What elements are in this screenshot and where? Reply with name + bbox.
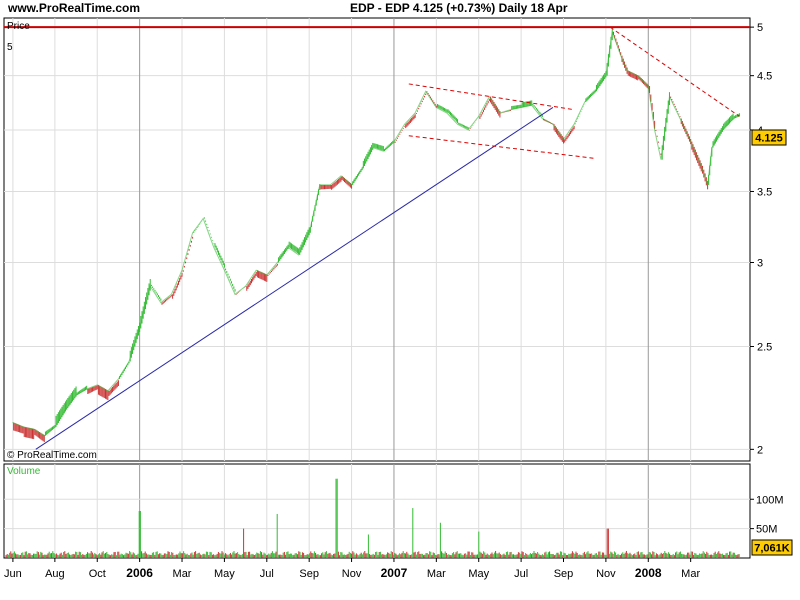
volume-last-value: 7,061K	[754, 543, 790, 555]
x-tick-label: May	[468, 568, 489, 580]
x-tick-label: Sep	[554, 568, 574, 580]
price-y-axis: 22.533.544.55	[750, 22, 772, 456]
chart-header: EDP - EDP 4.125 (+0.73%) Daily 18 Apr	[350, 1, 568, 15]
x-tick-label: Jul	[260, 568, 274, 580]
x-tick-label: Sep	[299, 568, 319, 580]
price-tick-label: 4.5	[757, 71, 772, 83]
price-last-value-badge: 4.125	[751, 129, 787, 146]
drawn-trend-lines	[4, 26, 750, 450]
x-tick-label: May	[214, 568, 235, 580]
x-tick-label: Mar	[427, 568, 446, 580]
volume-series	[5, 478, 740, 558]
price-tick-label: 3.5	[757, 186, 772, 198]
volume-y-axis: 50M 100M	[750, 494, 784, 536]
x-tick-label: 2008	[635, 566, 662, 580]
price-series	[12, 28, 740, 443]
price-tick-label: 2.5	[757, 342, 772, 354]
price-tick-label: 2	[757, 444, 763, 456]
price-panel-frame	[3, 17, 751, 462]
volume-panel-frame	[3, 463, 751, 559]
price-level-label: 5	[7, 42, 13, 53]
x-tick-label: Jun	[4, 568, 22, 580]
x-tick-label: Jul	[514, 568, 528, 580]
price-axis-label: Price	[7, 21, 30, 32]
price-line	[12, 31, 740, 437]
x-tick-label: Mar	[681, 568, 700, 580]
x-axis: Jun Aug Oct 2006 Mar May Jul Sep Nov 2007 Mar May Ju…	[4, 558, 700, 580]
volume-tick-label: 100M	[756, 494, 784, 506]
x-tick-label: Aug	[45, 568, 65, 580]
x-tick-label: Mar	[173, 568, 192, 580]
price-tick-label: 5	[757, 22, 763, 34]
volume-tick-label: 50M	[756, 524, 777, 536]
x-tick-label: Oct	[89, 568, 106, 580]
volume-last-value-badge: 7,061K	[751, 539, 793, 556]
channel-line	[408, 135, 596, 159]
volume-axis-label: Volume	[7, 466, 41, 477]
support-trend-line	[35, 107, 554, 450]
watermark: © ProRealTime.com	[7, 450, 97, 461]
x-tick-label: 2006	[126, 566, 153, 580]
x-tick-label: Nov	[596, 568, 616, 580]
price-last-value: 4.125	[755, 133, 783, 145]
site-url[interactable]: www.ProRealTime.com	[8, 1, 141, 15]
x-tick-label: Nov	[342, 568, 362, 580]
x-tick-label: 2007	[381, 566, 408, 580]
price-tick-label: 3	[757, 258, 763, 270]
channel-line	[609, 26, 740, 117]
